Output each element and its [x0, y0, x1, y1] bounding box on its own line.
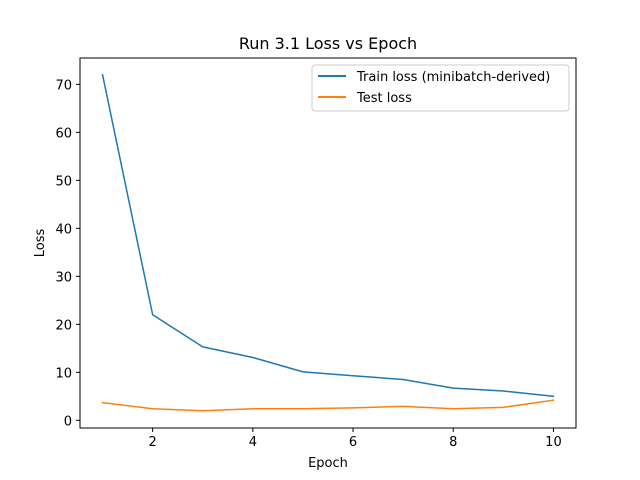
series-line-train-loss-minibatch-derived [101, 73, 555, 398]
x-axis-label: Epoch [308, 456, 348, 471]
x-tick-label: 8 [449, 435, 457, 450]
y-tick-label: 50 [55, 174, 72, 189]
y-tick-label: 30 [55, 270, 72, 285]
x-tick-label: 10 [545, 435, 562, 450]
y-tick-label: 0 [64, 414, 72, 429]
y-axis-ticks: 0 10 20 30 40 50 60 70 [55, 78, 80, 429]
chart-title: Run 3.1 Loss vs Epoch [239, 34, 417, 53]
series-lines [101, 73, 555, 412]
legend-label-test-loss: Test loss [356, 91, 412, 106]
legend-label-train-loss: Train loss (minibatch-derived) [356, 70, 550, 85]
plot-area [80, 58, 576, 428]
legend-frame [311, 64, 570, 112]
y-axis-label: Loss [33, 229, 48, 258]
plot-frame [79, 57, 577, 429]
y-tick-label: 70 [55, 78, 72, 93]
y-tick-label: 60 [55, 126, 72, 141]
x-tick-label: 4 [249, 435, 257, 450]
x-axis-ticks: 2 4 6 8 10 [149, 428, 562, 450]
series-line-test-loss [101, 399, 555, 412]
x-tick-label: 2 [149, 435, 157, 450]
y-tick-label: 20 [55, 318, 72, 333]
y-tick-label: 10 [55, 366, 72, 381]
legend: Train loss (minibatch-derived) Test loss [311, 64, 570, 112]
x-tick-label: 6 [349, 435, 357, 450]
y-tick-label: 40 [55, 222, 72, 237]
